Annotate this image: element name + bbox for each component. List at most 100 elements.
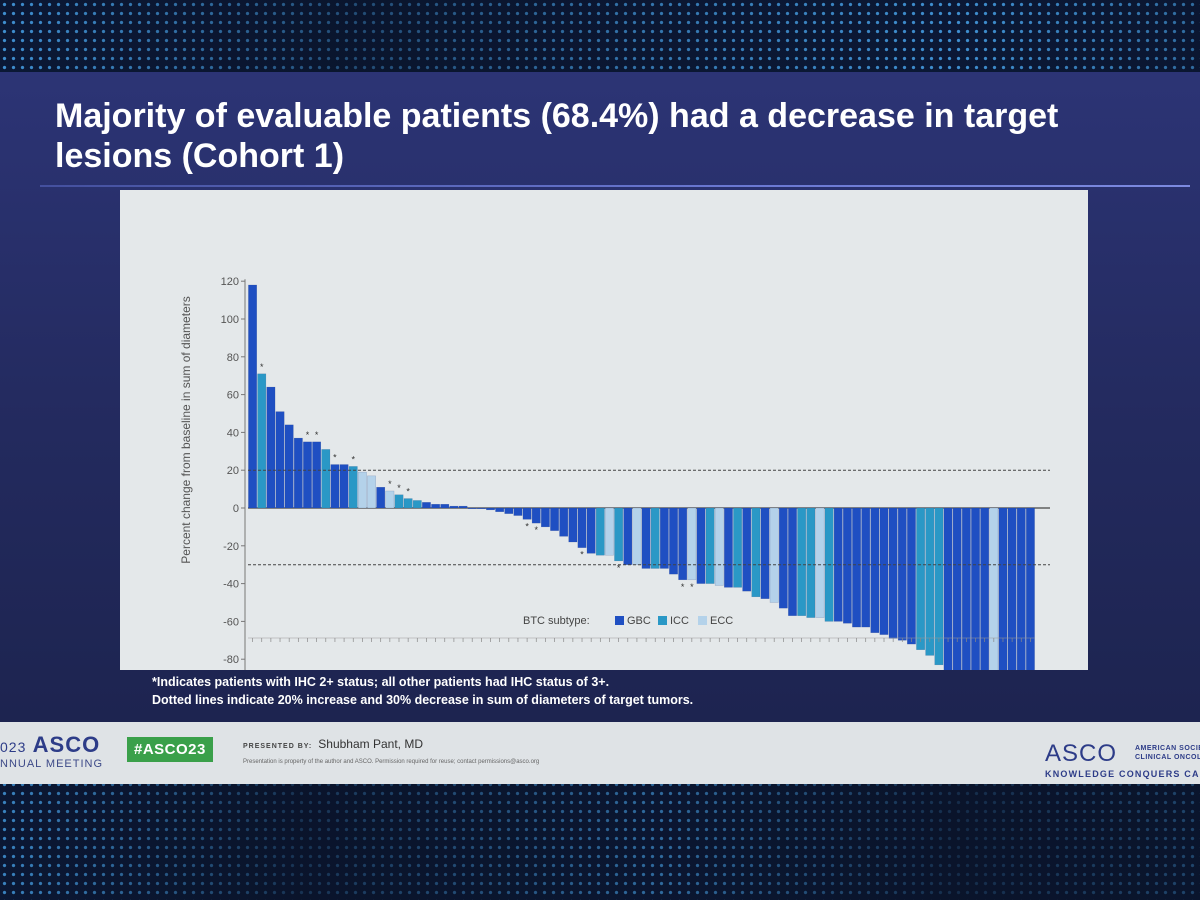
y-tick-label: -60 xyxy=(223,616,239,628)
bar xyxy=(669,507,678,575)
bar xyxy=(870,507,880,633)
bar xyxy=(293,437,303,509)
asco-logo-tagline: AMERICAN SOCIE CLINICAL ONCOLO xyxy=(1135,745,1200,761)
bar xyxy=(705,507,715,584)
bar xyxy=(1016,507,1026,705)
y-tick-label: 120 xyxy=(221,276,239,288)
bar xyxy=(897,507,907,641)
bar xyxy=(550,507,559,531)
y-tick-label: 20 xyxy=(227,465,239,477)
ihc-2plus-asterisk: * xyxy=(315,430,319,440)
footnotes: *Indicates patients with IHC 2+ status; … xyxy=(152,673,912,709)
legend-swatch-ecc xyxy=(698,616,707,625)
bar xyxy=(312,441,322,509)
ihc-2plus-asterisk: * xyxy=(351,454,355,464)
ihc-2plus-asterisk: * xyxy=(535,525,539,535)
bar xyxy=(1007,507,1017,705)
bar xyxy=(632,507,642,565)
bar xyxy=(513,507,523,516)
bar xyxy=(284,424,294,509)
bar xyxy=(733,507,742,588)
bar xyxy=(358,471,367,509)
bar xyxy=(778,507,788,609)
bar xyxy=(925,507,935,656)
bar xyxy=(568,507,578,543)
y-tick-label: -20 xyxy=(223,541,239,553)
y-tick-label: 0 xyxy=(233,503,239,515)
legend-label-ecc: ECC xyxy=(710,615,733,627)
bar xyxy=(998,507,1008,705)
bar xyxy=(486,507,495,511)
asco-slogan: KNOWLEDGE CONQUERS CAN xyxy=(1045,769,1200,779)
bar xyxy=(1026,507,1035,705)
bar xyxy=(660,507,669,569)
bar xyxy=(303,441,312,509)
title-divider xyxy=(40,185,1190,187)
bar xyxy=(476,507,486,510)
bar xyxy=(861,507,871,628)
bar xyxy=(403,498,413,509)
bar xyxy=(843,507,852,624)
bar xyxy=(980,507,990,683)
bar xyxy=(687,507,697,581)
ihc-2plus-asterisk: * xyxy=(406,487,410,497)
bar xyxy=(605,507,614,556)
chart-legend: BTC subtype: GBC ICC ECC xyxy=(523,615,733,627)
presenter-name: Shubham Pant, MD xyxy=(318,737,423,751)
waterfall-chart-panel: Percent change from baseline in sum of d… xyxy=(120,190,1088,705)
bar xyxy=(934,507,944,666)
ihc-2plus-asterisk: * xyxy=(617,563,621,573)
presenter-line: PRESENTED BY: Shubham Pant, MD xyxy=(243,737,423,751)
bar xyxy=(522,507,532,520)
asco-society-logo: ASCO AMERICAN SOCIE CLINICAL ONCOLO KNOW… xyxy=(1045,740,1200,779)
ihc-2plus-asterisk: * xyxy=(397,483,401,493)
y-tick-label: 40 xyxy=(227,427,239,439)
bar xyxy=(559,507,569,537)
bar xyxy=(266,386,276,509)
bar xyxy=(504,507,514,514)
bar xyxy=(257,373,267,509)
bar xyxy=(971,507,980,679)
ihc-2plus-asterisk: * xyxy=(306,430,310,440)
background-shade-bottom xyxy=(0,780,1200,900)
footnote-ihc: *Indicates patients with IHC 2+ status; … xyxy=(152,675,610,689)
bar xyxy=(797,507,807,616)
y-axis-label: Percent change from baseline in sum of d… xyxy=(179,296,193,563)
bar xyxy=(541,507,550,528)
bar xyxy=(595,507,605,556)
bar xyxy=(339,464,349,509)
legend-swatch-icc xyxy=(658,616,667,625)
bar xyxy=(275,411,285,509)
y-tick-label: 100 xyxy=(221,314,239,326)
bar xyxy=(412,500,422,509)
background-shade-top xyxy=(0,0,1200,78)
meeting-subtitle: NNUAL MEETING xyxy=(0,758,104,770)
bar xyxy=(467,507,477,510)
presented-by-label: PRESENTED BY: xyxy=(243,743,313,750)
bar xyxy=(714,507,724,586)
hashtag-badge: #ASCO23 xyxy=(127,737,213,762)
bar xyxy=(376,487,386,509)
ihc-2plus-asterisk: * xyxy=(580,550,584,560)
ihc-2plus-asterisk: * xyxy=(333,453,337,463)
bar xyxy=(879,507,889,635)
bar xyxy=(989,507,999,700)
legend-label-gbc: GBC xyxy=(627,615,651,627)
ihc-2plus-asterisk: * xyxy=(388,479,392,489)
bar xyxy=(614,507,623,562)
footnote-dotted-lines: Dotted lines indicate 20% increase and 3… xyxy=(152,693,694,707)
bar xyxy=(586,507,596,554)
bar xyxy=(449,505,459,509)
bar xyxy=(961,507,971,675)
bar xyxy=(943,507,953,671)
ihc-2plus-asterisk: * xyxy=(681,582,685,592)
legend-title: BTC subtype: xyxy=(523,615,590,627)
y-tick-label: 60 xyxy=(227,390,239,402)
bar xyxy=(367,475,376,509)
bar xyxy=(458,505,468,509)
bar xyxy=(815,507,825,618)
bar xyxy=(650,507,660,569)
copyright-notice: Presentation is property of the author a… xyxy=(243,759,540,765)
bar xyxy=(531,507,541,524)
bar xyxy=(952,507,962,673)
